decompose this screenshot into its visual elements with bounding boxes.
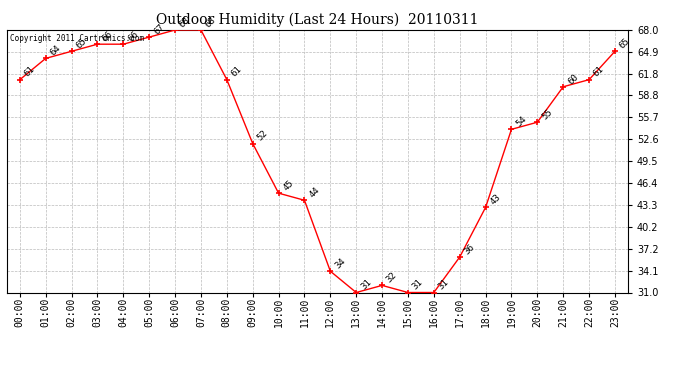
Text: 52: 52 bbox=[255, 129, 270, 143]
Text: 64: 64 bbox=[48, 44, 63, 58]
Text: 67: 67 bbox=[152, 22, 166, 36]
Text: 34: 34 bbox=[333, 256, 347, 270]
Text: 65: 65 bbox=[618, 36, 632, 51]
Text: 68: 68 bbox=[178, 15, 192, 29]
Text: 36: 36 bbox=[462, 242, 477, 256]
Text: 31: 31 bbox=[411, 278, 425, 292]
Text: 32: 32 bbox=[385, 271, 399, 285]
Text: 31: 31 bbox=[437, 278, 451, 292]
Text: 54: 54 bbox=[514, 115, 529, 129]
Text: 43: 43 bbox=[489, 193, 502, 207]
Text: 61: 61 bbox=[23, 65, 37, 79]
Text: 61: 61 bbox=[230, 65, 244, 79]
Text: 44: 44 bbox=[307, 186, 322, 200]
Text: Copyright 2011 Cartronics.com: Copyright 2011 Cartronics.com bbox=[10, 34, 144, 43]
Text: 45: 45 bbox=[282, 178, 295, 192]
Text: 55: 55 bbox=[540, 108, 554, 122]
Title: Outdoor Humidity (Last 24 Hours)  20110311: Outdoor Humidity (Last 24 Hours) 2011031… bbox=[156, 13, 479, 27]
Text: 31: 31 bbox=[359, 278, 373, 292]
Text: 66: 66 bbox=[126, 30, 140, 44]
Text: 60: 60 bbox=[566, 72, 580, 86]
Text: 61: 61 bbox=[592, 65, 606, 79]
Text: 65: 65 bbox=[75, 36, 88, 51]
Text: 68: 68 bbox=[204, 15, 218, 29]
Text: 66: 66 bbox=[100, 30, 115, 44]
